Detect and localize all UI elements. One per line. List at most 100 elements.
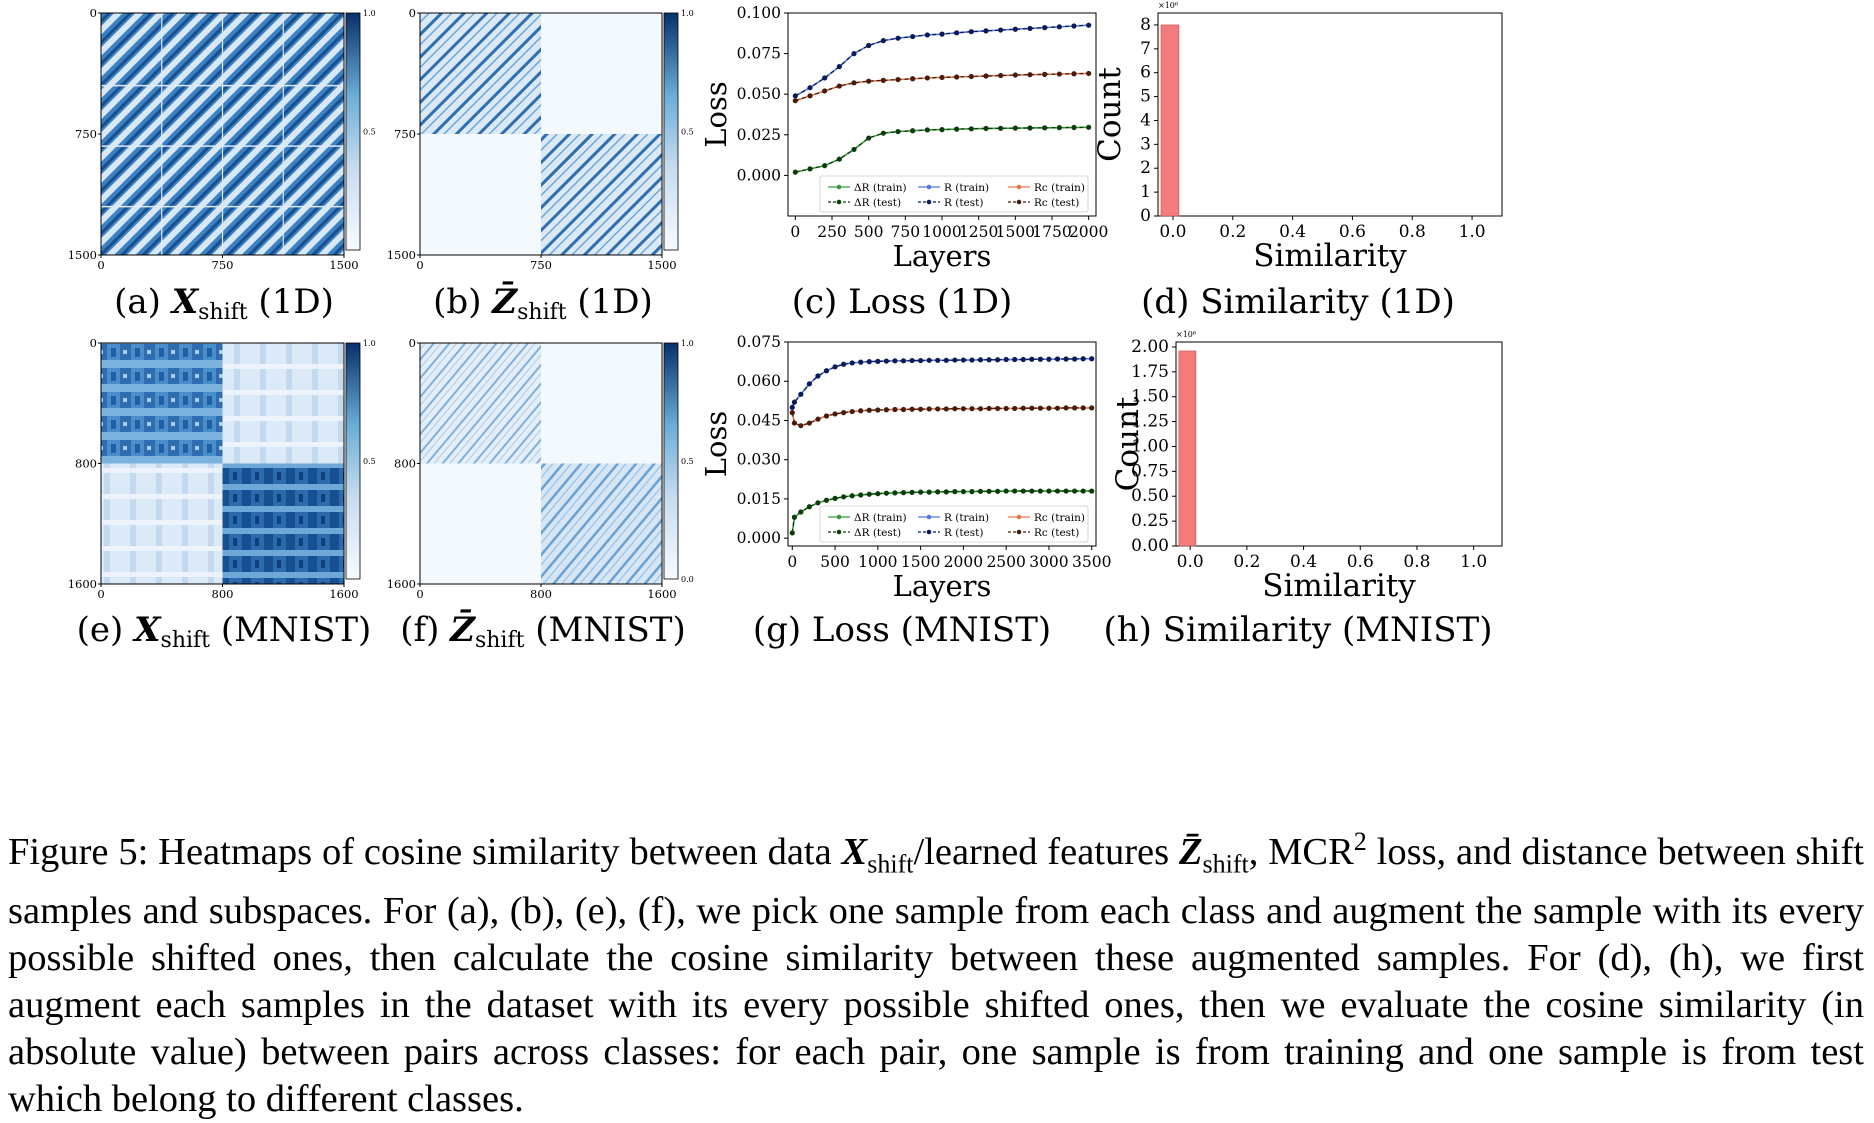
series-point [866,359,872,365]
caption-label: (b) [433,282,492,322]
colorbar-tick-label: 0.5 [681,128,694,137]
legend-marker [836,199,842,205]
heatmap-xtick-label: 0 [416,258,423,272]
series-point [1020,405,1026,411]
series-point [806,420,812,426]
series-point [998,125,1004,131]
heatmap-ytick-label: 1600 [68,577,97,591]
series-point [822,88,828,94]
heatmap-caption: (a) Xshift (1D) [114,282,334,325]
x-tick-label: 1250 [959,223,998,241]
series-point [1029,488,1035,494]
series-point [851,51,857,57]
x-tick-label: 3000 [1029,553,1068,571]
series-point [832,411,838,417]
series-point [968,73,974,80]
series-point [866,407,872,413]
legend-label: Rc (test) [1034,527,1079,539]
series-point [849,360,855,366]
x-tick-label: 2000 [1069,223,1108,241]
x-tick-label: 1750 [1032,223,1071,241]
series-point [900,358,907,364]
series-point [1086,124,1092,130]
series-point [806,504,812,510]
series-point [943,406,949,412]
series-point [866,135,872,141]
caption-sym-z: Z̄ [1178,830,1203,873]
x-tick-label: 0.4 [1290,552,1317,572]
series-point [924,32,930,38]
colorbar-tick-label: 1.0 [363,9,376,18]
series-point [1054,405,1061,411]
series-point [1012,356,1018,363]
y-tick-label: 3 [1140,134,1151,154]
y-tick-label: 0.100 [737,4,781,22]
colorbar-tick-label: 0.5 [363,457,376,466]
series-point [910,33,916,40]
series-point [1056,125,1062,131]
series-point [998,27,1004,33]
series-point [789,530,795,536]
series-point [939,127,945,133]
series-point [807,166,813,172]
colorbar [345,12,361,251]
series-point [954,74,960,80]
caption-suffix: (MNIST) [210,610,371,650]
series-point [792,98,798,104]
caption-subscript: shift [161,628,211,653]
y-tick-label: 6 [1140,63,1151,83]
series-point [909,489,915,495]
caption-text-3: , MCR [1248,830,1354,873]
chart-layer: 0 250 500 750 100012501500175020000.0000.025… [699,1,1503,650]
series-point [939,74,945,81]
series-point [880,77,886,83]
series-point [1072,488,1078,494]
x-tick-label: 500 [820,553,850,571]
x-tick-label: 0.2 [1219,222,1246,242]
x-tick-label: 1500 [901,553,940,571]
series-point [1027,25,1033,32]
heatmap-block-class2 [541,463,662,584]
legend-label: R (test) [944,197,983,209]
series-point [791,514,798,520]
caption-label: (e) [77,610,134,650]
series-point [1086,70,1092,77]
series-point [1080,488,1086,494]
x-tick-label: 1000 [922,223,961,241]
caption-subscript: shift [198,300,248,325]
series-point [1003,356,1009,363]
legend-marker [836,529,842,535]
y-axis-label: Loss [699,81,733,147]
series-point [892,406,898,413]
x-tick-label: 1500 [996,223,1035,241]
caption-text-4: loss, and distance between shift samples… [8,830,1864,1120]
series-point [858,408,864,414]
legend: ΔR (train) R (train) Rc (train) ΔR (test) R … [819,505,1089,543]
caption-subscript: shift [475,628,525,653]
series-point [909,406,915,412]
series-point [1029,356,1035,362]
legend-marker [926,199,932,205]
series-point [943,357,949,363]
y-tick-label: 7 [1140,39,1151,59]
series-point [875,491,881,497]
y-tick-label: 0.045 [737,411,781,429]
series-point [875,407,881,413]
heatmap-xtick-label: 800 [212,587,234,601]
series-point [995,405,1001,412]
x-tick-label: 0.2 [1233,552,1260,572]
colorbar-tick-label: 1.0 [363,339,376,348]
y-tick-label: 0.030 [737,451,781,469]
series-point [1056,24,1062,30]
series-point [939,31,945,37]
series-point [1020,488,1026,494]
series-point [968,126,974,132]
y-tick-label: 0.000 [737,166,781,184]
series-point [841,494,847,500]
x-axis-label: Layers [893,569,992,603]
series-point [1063,488,1069,494]
series-point [1027,125,1033,131]
series-point [849,408,855,415]
x-tick-label: 2000 [944,553,983,571]
caption-lead: Figure 5: [8,830,149,873]
